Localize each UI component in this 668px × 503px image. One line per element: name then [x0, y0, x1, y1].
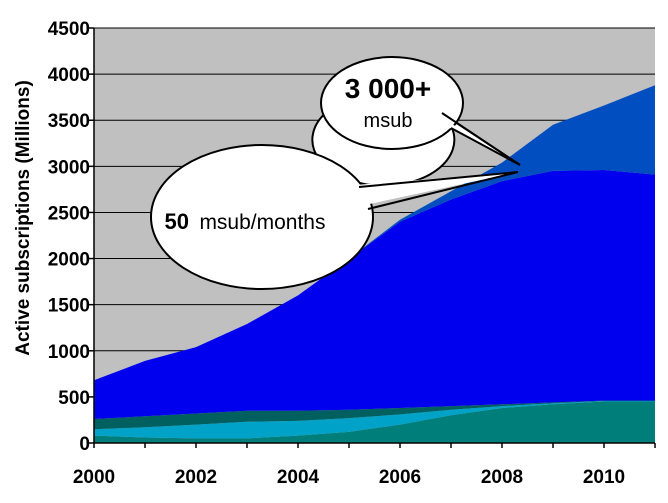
y-tick-label-3000: 3000 [48, 157, 90, 178]
area-series-5 [94, 85, 655, 381]
y-tick-label-3500: 3500 [48, 111, 90, 132]
callout-monthly-unit: msub/months [199, 211, 325, 234]
x-tick-label-2008: 2008 [481, 467, 523, 488]
x-tick-label-2004: 2004 [277, 467, 320, 488]
y-tick-label-2000: 2000 [48, 250, 90, 271]
axes [89, 27, 656, 448]
y-tick-label-0: 0 [79, 434, 90, 455]
area-series-1 [94, 401, 655, 443]
y-tick-labels: 0 500 1000 1500 2000 2500 3000 3500 4000 4500 [48, 19, 90, 455]
callout-total-value: 3 000+ [345, 73, 431, 104]
y-tick-label-1000: 1000 [48, 342, 90, 363]
callout-monthly-ellipse [150, 144, 374, 290]
x-tick-label-2000: 2000 [73, 467, 115, 488]
area-series-group [94, 85, 655, 443]
area-series-4 [94, 170, 655, 419]
x-tick-labels: 2000 2002 2004 2006 2008 2010 [73, 467, 625, 488]
y-tick-label-500: 500 [58, 388, 90, 409]
y-tick-label-4000: 4000 [48, 65, 90, 86]
callout-monthly-growth: 50 msub/months [150, 144, 519, 290]
x-tick-label-2010: 2010 [583, 467, 625, 488]
callout-total-subscriptions: 3 000+ msub [311, 56, 521, 187]
area-series-3 [94, 400, 655, 430]
y-tick-label-2500: 2500 [48, 203, 90, 224]
y-axis-label: Active subscriptions (Millions) [13, 80, 34, 356]
x-tick-label-2006: 2006 [379, 467, 421, 488]
callout-monthly-text: 50 msub/months [165, 209, 326, 234]
callout-monthly-value: 50 [165, 209, 189, 234]
y-tick-label-1500: 1500 [48, 296, 90, 317]
x-tick-label-2002: 2002 [175, 467, 217, 488]
y-tick-label-4500: 4500 [48, 19, 90, 40]
callout-total-ellipse [320, 56, 464, 150]
area-series-2 [94, 401, 655, 439]
callout-total-unit: msub [364, 110, 413, 132]
